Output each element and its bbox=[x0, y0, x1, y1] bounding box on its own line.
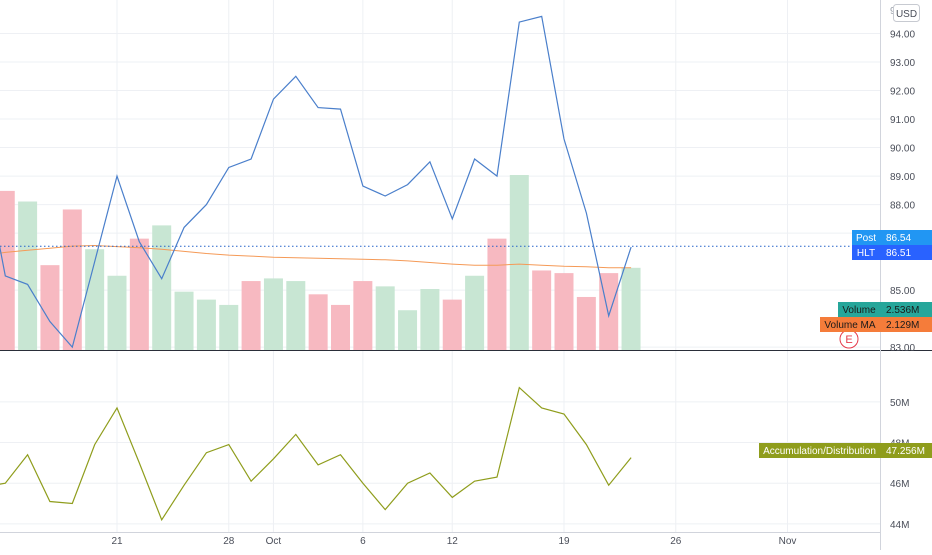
axis-layer: 95.0094.0093.0092.0091.0090.0089.0088.00… bbox=[0, 0, 915, 550]
post-badge: Post 86.54 bbox=[852, 230, 932, 245]
currency-button-frame bbox=[893, 4, 920, 22]
hlt-badge-value: 86.51 bbox=[886, 248, 911, 259]
volume-bar bbox=[107, 275, 127, 350]
volume-badge-value: 2.536M bbox=[886, 305, 919, 316]
time-tick-label: 19 bbox=[558, 536, 570, 547]
grid-layer bbox=[0, 0, 880, 532]
volume-bar bbox=[129, 238, 149, 350]
currency-button-label: USD bbox=[896, 9, 917, 20]
volume-badge-value-bg bbox=[880, 302, 932, 317]
time-tick-label: 28 bbox=[223, 536, 235, 547]
ad-badge-label-bg bbox=[759, 443, 880, 458]
volume-bar bbox=[174, 291, 194, 350]
price-tick-label: 92.00 bbox=[890, 87, 915, 98]
price-tick-label: 93.00 bbox=[890, 58, 915, 69]
volume-bar bbox=[465, 275, 485, 350]
earnings-marker[interactable]: E bbox=[839, 329, 859, 349]
price-tick-label: 94.00 bbox=[890, 30, 915, 41]
price-line bbox=[0, 15, 632, 349]
volume-bar bbox=[375, 286, 395, 350]
ad-badge: Accumulation/Distribution 47.256M bbox=[759, 443, 932, 458]
ad-tick-label: 46M bbox=[890, 479, 909, 490]
volume-bar bbox=[40, 265, 60, 350]
volume-bar bbox=[85, 249, 105, 350]
ad-tick-label: 44M bbox=[890, 520, 909, 531]
post-badge-label-bg bbox=[852, 230, 880, 245]
volume-badge-label-bg bbox=[838, 302, 880, 317]
volume-badge: Volume 2.536M bbox=[838, 302, 932, 317]
volume-bar bbox=[152, 225, 172, 350]
vol-ma-badge-value: 2.129M bbox=[886, 320, 919, 331]
vol-ma-badge-label-bg bbox=[820, 317, 880, 332]
time-tick-label: 21 bbox=[111, 536, 123, 547]
ad-badge-value-bg bbox=[880, 443, 932, 458]
volume-badge-label: Volume bbox=[842, 305, 876, 316]
volume-bar bbox=[532, 270, 552, 350]
volume-bar bbox=[241, 281, 261, 350]
hlt-badge-label-bg bbox=[852, 245, 880, 260]
ad-line bbox=[0, 386, 632, 522]
post-badge-label: Post bbox=[856, 233, 876, 244]
ad-layer bbox=[0, 350, 932, 522]
volume-bar bbox=[0, 190, 15, 350]
ad-tick-label: 50M bbox=[890, 398, 909, 409]
volume-bar bbox=[554, 273, 574, 350]
volume-bar bbox=[398, 310, 418, 350]
volume-bar bbox=[331, 304, 350, 350]
volume-bar bbox=[621, 267, 641, 350]
volume-bar bbox=[196, 299, 216, 350]
volume-bar bbox=[286, 281, 306, 350]
hlt-badge-label: HLT bbox=[857, 248, 875, 259]
currency-button[interactable]: USD bbox=[893, 4, 920, 22]
hlt-badge-value-bg bbox=[880, 245, 932, 260]
vol-ma-badge-label: Volume MA bbox=[824, 320, 875, 331]
earnings-label: E bbox=[845, 334, 852, 346]
vol-ma-badge-value-bg bbox=[880, 317, 932, 332]
volume-bar bbox=[420, 289, 440, 350]
volume-ma-line bbox=[0, 244, 632, 269]
price-tick-label: 88.00 bbox=[890, 201, 915, 212]
volume-bar bbox=[308, 294, 328, 350]
vol-ma-badge: Volume MA 2.129M bbox=[820, 317, 932, 332]
time-tick-label: Oct bbox=[266, 536, 282, 547]
post-badge-value-bg bbox=[880, 230, 932, 245]
price-tick-label: 89.00 bbox=[890, 172, 915, 183]
price-tick-label: 83.00 bbox=[890, 343, 915, 354]
hlt-badge: HLT 86.51 bbox=[852, 245, 932, 260]
time-tick-label: 12 bbox=[447, 536, 459, 547]
ad-badge-label: Accumulation/Distribution bbox=[763, 446, 876, 457]
volume-bar bbox=[487, 238, 507, 350]
volume-bar bbox=[18, 201, 38, 350]
price-tick-label: 90.00 bbox=[890, 144, 915, 155]
volume-bar bbox=[509, 175, 529, 350]
price-tick-label: 85.00 bbox=[890, 286, 915, 297]
time-tick-label: 26 bbox=[670, 536, 682, 547]
time-tick-label: Nov bbox=[779, 536, 797, 547]
volume-bar bbox=[442, 299, 462, 350]
volume-bar bbox=[576, 296, 596, 350]
volume-layer bbox=[0, 175, 641, 350]
volume-bar bbox=[219, 304, 239, 350]
time-tick-label: 6 bbox=[360, 536, 366, 547]
volume-bar bbox=[62, 209, 82, 350]
volume-bar bbox=[353, 281, 373, 350]
volume-bar bbox=[263, 278, 283, 350]
post-badge-value: 86.54 bbox=[886, 233, 911, 244]
price-tick-label: 91.00 bbox=[890, 115, 915, 126]
ad-badge-value: 47.256M bbox=[886, 446, 925, 457]
